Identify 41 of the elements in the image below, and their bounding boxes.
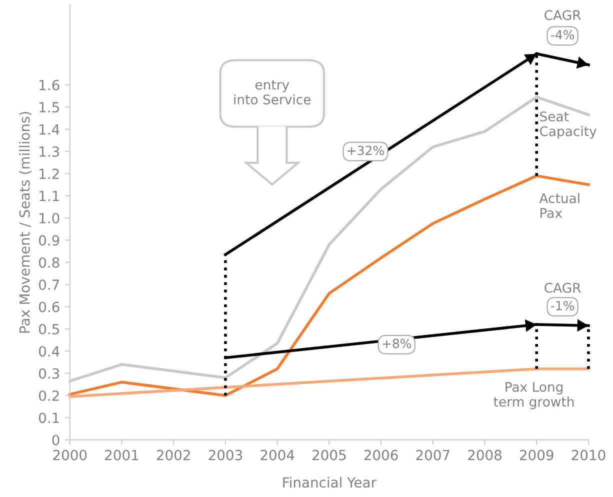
line-series [68, 174, 590, 397]
y-tick-label: 1.1 [40, 190, 59, 202]
y-tick-label: 0.3 [38, 368, 60, 379]
x-tick-label: 2001 [105, 450, 138, 460]
x-axis-title: Financial Year [283, 476, 377, 488]
annotation: Actual Pax [539, 192, 580, 218]
x-tick-label: 2010 [572, 450, 606, 460]
x-tick-label: 2007 [416, 450, 450, 460]
x-tick-label: 2004 [260, 450, 294, 460]
annotation: Seat Capacity [540, 111, 596, 139]
y-tick-label: 0.6 [38, 302, 60, 312]
annotation: +32% [348, 146, 384, 156]
y-tick-label: 0.2 [38, 390, 59, 401]
annotation: entry into Service [234, 80, 311, 104]
x-tick-label: 2009 [520, 450, 554, 460]
y-tick-label: 0.9 [38, 235, 60, 246]
y-tick-label: 1.2 [40, 168, 59, 179]
y-tick-label: 0.7 [38, 280, 59, 290]
annotation: CAGR [544, 282, 581, 293]
x-tick-label: 2000 [53, 450, 87, 460]
y-tick-label: 1.5 [40, 102, 59, 113]
annotation: +8% [382, 338, 412, 348]
x-tick-label: 2008 [468, 450, 502, 460]
y-tick-label: 1.3 [40, 146, 60, 157]
y-tick-label: 0.4 [38, 346, 60, 357]
y-tick-label: 0.5 [38, 324, 59, 334]
y-tick-label: 1.6 [40, 80, 60, 90]
y-tick-label: 1.0 [40, 212, 60, 224]
x-tick-label: 2006 [364, 450, 398, 460]
x-tick-label: 2003 [208, 450, 242, 460]
annotation: CAGR [544, 10, 581, 20]
annotation: -1% [550, 300, 574, 310]
annotation: -4% [550, 30, 574, 40]
y-tick-label: 0.1 [38, 412, 59, 424]
y-axis-title: Pax Movement / Seats (millions) [19, 112, 32, 333]
y-tick-label: 1.4 [40, 124, 60, 134]
y-tick-label: 0 [52, 434, 60, 446]
annotation: Pax Long term growth [494, 382, 574, 410]
y-tick-label: 0.8 [38, 257, 60, 268]
x-tick-label: 2002 [156, 450, 190, 460]
x-tick-label: 2005 [312, 450, 346, 460]
